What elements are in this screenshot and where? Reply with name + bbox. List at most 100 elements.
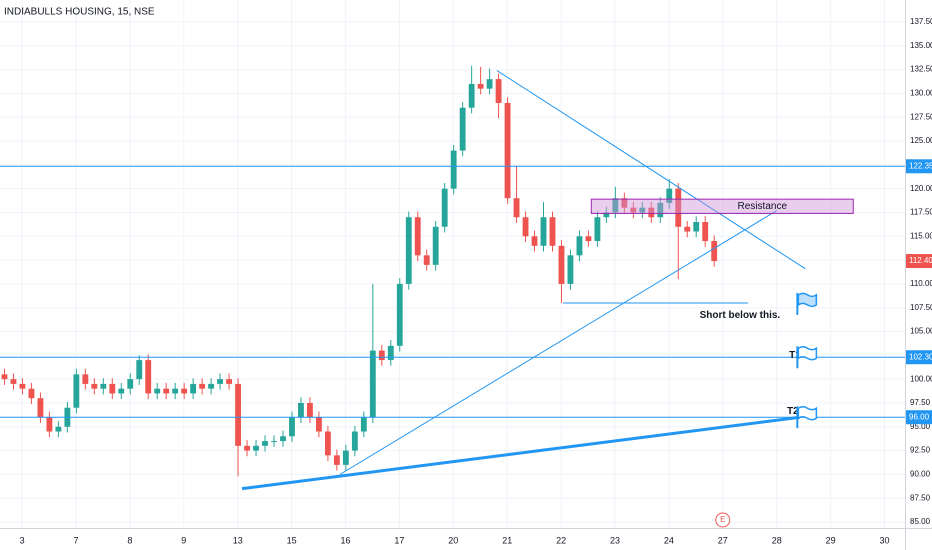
flag-icon bbox=[796, 292, 818, 315]
candle-body bbox=[540, 217, 547, 246]
flag-cloth bbox=[797, 292, 818, 308]
flag-cloth bbox=[797, 405, 818, 421]
candle-body bbox=[684, 226, 691, 232]
candle-body bbox=[324, 431, 331, 456]
x-tick-label: 17 bbox=[394, 535, 404, 545]
x-tick-label: 3 bbox=[20, 535, 25, 545]
x-tick-label: 28 bbox=[772, 535, 782, 545]
level-label: 96.00 bbox=[909, 412, 930, 421]
grid bbox=[0, 0, 905, 528]
level-label-box bbox=[906, 350, 932, 365]
candle-body bbox=[513, 198, 520, 218]
candle-body bbox=[594, 217, 601, 242]
candle-body bbox=[217, 379, 224, 384]
y-tick-label: 107.50 bbox=[910, 303, 932, 312]
candle-body bbox=[387, 345, 394, 361]
x-tick-label: 16 bbox=[340, 535, 350, 545]
candle-body bbox=[432, 226, 439, 265]
candle-body bbox=[657, 202, 664, 218]
candle-body bbox=[136, 360, 143, 380]
candle-body bbox=[55, 426, 62, 432]
candle-body bbox=[648, 207, 655, 218]
x-tick-label: 22 bbox=[556, 535, 566, 545]
candle-body bbox=[702, 222, 709, 242]
x-tick-label: 30 bbox=[880, 535, 890, 545]
candle-body bbox=[298, 402, 304, 418]
x-tick-label: 7 bbox=[73, 535, 78, 545]
level-label-box bbox=[906, 410, 932, 425]
candle-body bbox=[172, 388, 179, 394]
x-tick-label: 24 bbox=[664, 535, 674, 545]
candle-body bbox=[315, 417, 322, 432]
candle-body bbox=[118, 388, 125, 394]
trend-line bbox=[496, 70, 806, 270]
candle-body bbox=[621, 198, 628, 208]
candle-body bbox=[28, 388, 35, 399]
candle-body bbox=[450, 150, 457, 189]
y-tick-label: 120.00 bbox=[910, 184, 932, 193]
candle-body bbox=[666, 188, 673, 203]
plot: Resistance Short below this. T1 T2 bbox=[0, 65, 905, 491]
candle-body bbox=[271, 441, 277, 443]
y-tick-label: 132.50 bbox=[910, 65, 932, 74]
trend-line bbox=[339, 210, 777, 475]
candle-body bbox=[127, 379, 134, 389]
y-tick-label: 85.00 bbox=[910, 517, 931, 526]
candle-body bbox=[711, 241, 718, 262]
candle-body bbox=[244, 445, 250, 451]
candle-body bbox=[486, 79, 493, 89]
candle-body bbox=[576, 236, 583, 256]
y-tick-label: 90.00 bbox=[910, 469, 931, 478]
candle-body bbox=[549, 217, 556, 246]
candle-body bbox=[414, 217, 421, 256]
candle-body bbox=[280, 436, 286, 442]
y-tick-label: 87.50 bbox=[910, 493, 931, 502]
candle-body bbox=[73, 374, 80, 408]
candle-body bbox=[10, 379, 17, 384]
annotation: Short below this. bbox=[700, 310, 781, 321]
candle-body bbox=[630, 207, 637, 213]
x-tick-label: 23 bbox=[610, 535, 620, 545]
y-tick-label: 95.00 bbox=[910, 422, 931, 431]
level-label-box bbox=[906, 159, 932, 174]
candle-body bbox=[82, 374, 89, 384]
candle-body bbox=[190, 383, 197, 394]
candle-body bbox=[558, 245, 565, 284]
x-tick-label: 8 bbox=[127, 535, 132, 545]
y-tick-label: 115.00 bbox=[910, 231, 932, 240]
candle-body bbox=[504, 102, 511, 199]
candle-body bbox=[369, 350, 376, 418]
y-tick-label: 97.50 bbox=[910, 398, 931, 407]
candle-body bbox=[333, 455, 340, 465]
event-marker bbox=[715, 512, 731, 528]
candle-body bbox=[100, 383, 107, 389]
chart-title: INDIABULLS HOUSING, 15, NSE bbox=[4, 7, 155, 18]
flag-cloth bbox=[797, 345, 818, 361]
resistance-zone bbox=[590, 198, 854, 214]
y-tick-label: 117.50 bbox=[910, 208, 932, 217]
candle-body bbox=[531, 236, 538, 246]
y-tick-label: 130.00 bbox=[910, 89, 932, 98]
candle-body bbox=[612, 198, 619, 213]
candle-body bbox=[585, 236, 592, 242]
candle-body bbox=[639, 207, 646, 213]
candle-body bbox=[199, 383, 206, 389]
candle-body bbox=[441, 188, 448, 227]
zone-label: Resistance bbox=[738, 201, 788, 212]
candle-body bbox=[405, 217, 412, 284]
x-tick-label: 27 bbox=[718, 535, 728, 545]
candle-body bbox=[235, 383, 241, 446]
flag-icon bbox=[796, 405, 818, 429]
y-tick-label: 137.50 bbox=[910, 17, 932, 26]
candle-body bbox=[19, 383, 26, 389]
annotation: T1 bbox=[789, 350, 801, 361]
candle-body bbox=[360, 417, 367, 432]
candle-body bbox=[154, 388, 161, 394]
trend-line bbox=[241, 415, 801, 491]
candle-body bbox=[1, 374, 8, 380]
candle-body bbox=[163, 388, 170, 394]
x-tick-label: 15 bbox=[287, 535, 297, 545]
x-tick-label: 13 bbox=[233, 535, 243, 545]
x-tick-label: 9 bbox=[181, 535, 186, 545]
